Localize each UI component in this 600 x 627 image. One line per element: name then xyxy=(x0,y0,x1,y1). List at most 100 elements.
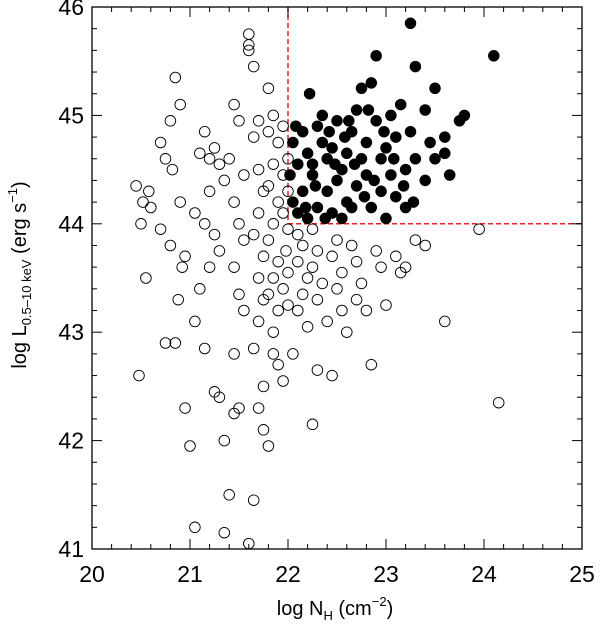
open-data-point xyxy=(257,380,270,393)
filled-data-point xyxy=(316,136,329,149)
filled-data-point xyxy=(362,104,375,116)
open-data-point xyxy=(135,218,147,230)
x-axis-label-subscript: H xyxy=(323,608,332,623)
open-data-point xyxy=(203,261,216,273)
open-data-point xyxy=(252,207,265,219)
open-data-point xyxy=(321,315,333,328)
open-data-point xyxy=(238,304,250,317)
open-data-point xyxy=(350,293,363,306)
filled-data-point xyxy=(323,125,335,138)
open-data-point xyxy=(306,418,319,431)
filled-data-point xyxy=(358,190,371,203)
x-tick-label: 25 xyxy=(569,561,595,587)
open-data-point xyxy=(238,169,250,181)
open-data-point xyxy=(130,180,142,192)
filled-data-point xyxy=(439,147,451,160)
open-data-point xyxy=(164,115,177,127)
open-data-point xyxy=(370,245,382,257)
open-data-point xyxy=(203,185,216,198)
filled-data-point xyxy=(343,115,355,127)
x-tick-label: 24 xyxy=(471,561,497,587)
filled-data-point xyxy=(390,190,402,203)
filled-data-point xyxy=(429,153,441,165)
open-data-point xyxy=(172,293,184,306)
open-data-point xyxy=(213,391,226,403)
open-data-point xyxy=(277,375,289,387)
filled-data-point xyxy=(394,98,407,111)
filled-data-point xyxy=(388,153,400,165)
open-data-point xyxy=(213,245,226,257)
open-data-point xyxy=(331,283,343,295)
filled-data-point xyxy=(365,77,378,89)
open-circle-series xyxy=(130,28,505,550)
open-data-point xyxy=(228,196,240,208)
open-data-point xyxy=(169,337,182,349)
open-data-point xyxy=(228,407,240,420)
y-tick-label: 45 xyxy=(58,102,84,128)
open-data-point xyxy=(145,201,157,214)
open-data-point xyxy=(243,44,255,57)
open-data-point xyxy=(257,424,270,436)
x-tick-label: 23 xyxy=(373,561,399,587)
filled-data-point xyxy=(409,153,422,165)
open-data-point xyxy=(198,218,211,230)
filled-data-point xyxy=(339,131,351,143)
filled-data-point xyxy=(404,17,417,30)
open-data-point xyxy=(218,174,231,187)
plot-frame xyxy=(91,6,583,550)
open-data-point xyxy=(243,28,255,40)
filled-data-point xyxy=(348,158,361,170)
filled-data-point xyxy=(303,87,316,100)
open-data-point xyxy=(492,396,505,409)
open-data-point xyxy=(228,261,240,273)
open-data-point xyxy=(247,60,260,73)
x-tick-label: 22 xyxy=(275,561,301,587)
open-data-point xyxy=(267,158,280,170)
open-data-point xyxy=(280,245,292,257)
open-data-point xyxy=(262,440,275,452)
open-data-point xyxy=(267,272,280,284)
open-data-point xyxy=(189,315,201,328)
open-data-point xyxy=(203,153,216,165)
open-data-point xyxy=(174,196,186,208)
filled-data-point xyxy=(331,174,343,187)
filled-data-point xyxy=(439,131,451,143)
filled-data-point xyxy=(316,109,329,122)
open-data-point xyxy=(409,234,422,246)
axis-ticks xyxy=(91,6,583,550)
filled-data-point xyxy=(292,158,304,170)
filled-data-point xyxy=(424,136,436,149)
open-data-point xyxy=(166,163,179,176)
open-data-point xyxy=(233,115,245,127)
open-data-point xyxy=(272,255,284,268)
open-data-point xyxy=(233,288,245,301)
open-data-point xyxy=(176,261,188,273)
open-data-point xyxy=(218,434,231,447)
open-data-point xyxy=(365,358,378,371)
open-data-point xyxy=(267,326,280,338)
open-data-point xyxy=(439,315,451,328)
open-data-point xyxy=(228,98,240,111)
open-data-point xyxy=(252,402,265,414)
filled-data-point xyxy=(290,120,302,132)
filled-data-point xyxy=(385,109,397,122)
open-data-point xyxy=(143,185,155,198)
open-data-point xyxy=(292,228,304,241)
filled-data-point xyxy=(360,169,373,181)
filled-data-point xyxy=(296,185,309,198)
filled-data-point xyxy=(319,212,331,225)
open-data-point xyxy=(247,228,260,241)
open-data-point xyxy=(292,255,304,268)
open-data-point xyxy=(345,239,358,252)
filled-data-point xyxy=(419,104,431,116)
open-data-point xyxy=(306,261,319,273)
filled-data-point xyxy=(306,158,319,170)
open-data-point xyxy=(213,158,226,170)
open-data-point xyxy=(316,277,329,290)
open-data-point xyxy=(198,342,211,355)
open-data-point xyxy=(262,180,275,192)
filled-data-point xyxy=(350,180,363,192)
filled-circle-series xyxy=(284,17,500,225)
open-data-point xyxy=(336,304,348,317)
open-data-point xyxy=(262,125,275,138)
